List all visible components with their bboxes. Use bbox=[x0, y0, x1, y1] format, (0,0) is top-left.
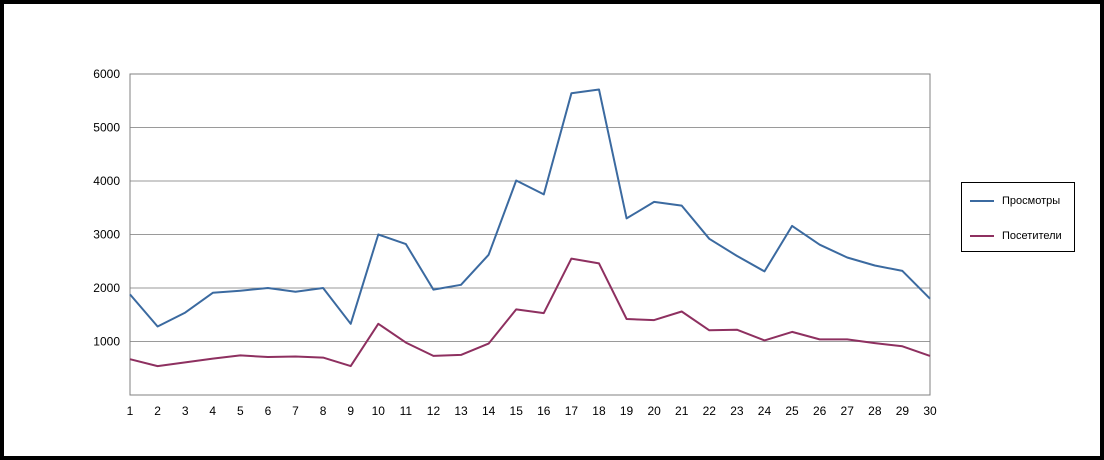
x-tick-label: 4 bbox=[209, 404, 216, 418]
x-axis-ticks: 1 2 3 4 5 6 7 8 9 10 11 12 13 14 15 16 17 18 19 20 21 22 23 24 2… bbox=[127, 404, 937, 418]
series-line-visitors bbox=[129, 257, 931, 368]
x-tick-label: 14 bbox=[482, 404, 496, 418]
x-tick-label: 7 bbox=[292, 404, 299, 418]
x-tick-label: 29 bbox=[896, 404, 910, 418]
legend: Просмотры Посетители bbox=[961, 182, 1075, 252]
x-tick-label: 1 bbox=[127, 404, 134, 418]
x-tick-label: 5 bbox=[237, 404, 244, 418]
x-tick-label: 18 bbox=[592, 404, 606, 418]
x-tick-label: 26 bbox=[813, 404, 827, 418]
legend-item-visitors: Посетители bbox=[970, 229, 1062, 243]
x-tick-label: 10 bbox=[372, 404, 386, 418]
x-tick-label: 2 bbox=[154, 404, 161, 418]
legend-swatch-views bbox=[970, 200, 994, 202]
x-tick-label: 28 bbox=[868, 404, 882, 418]
y-axis-ticks: 1000 2000 3000 4000 5000 6000 bbox=[93, 67, 120, 349]
x-tick-label: 13 bbox=[454, 404, 468, 418]
series-line-views bbox=[129, 88, 931, 328]
y-tick-label: 1000 bbox=[93, 335, 120, 349]
y-tick-label: 5000 bbox=[93, 121, 120, 135]
plot-area bbox=[129, 73, 931, 396]
x-tick-label: 19 bbox=[620, 404, 634, 418]
series-lines bbox=[129, 88, 931, 368]
x-tick-label: 17 bbox=[565, 404, 579, 418]
x-tick-label: 9 bbox=[347, 404, 354, 418]
x-tick-label: 3 bbox=[182, 404, 189, 418]
legend-swatch-visitors bbox=[970, 235, 994, 237]
x-tick-label: 22 bbox=[703, 404, 717, 418]
x-tick-label: 6 bbox=[265, 404, 272, 418]
x-tick-label: 24 bbox=[758, 404, 772, 418]
y-tick-label: 4000 bbox=[93, 174, 120, 188]
y-tick-label: 2000 bbox=[93, 281, 120, 295]
x-tick-label: 12 bbox=[427, 404, 441, 418]
y-tick-label: 3000 bbox=[93, 228, 120, 242]
x-tick-label: 16 bbox=[537, 404, 551, 418]
x-tick-label: 25 bbox=[785, 404, 799, 418]
y-tick-label: 6000 bbox=[93, 67, 120, 81]
legend-item-views: Просмотры bbox=[970, 194, 1060, 208]
x-tick-label: 15 bbox=[510, 404, 524, 418]
x-tick-label: 21 bbox=[675, 404, 689, 418]
gridlines bbox=[130, 73, 930, 342]
x-tick-label: 11 bbox=[400, 404, 413, 418]
legend-label-views: Просмотры bbox=[1002, 195, 1061, 207]
x-tick-label: 27 bbox=[841, 404, 855, 418]
x-tick-label: 20 bbox=[647, 404, 661, 418]
x-tick-label: 8 bbox=[320, 404, 327, 418]
x-tick-label: 23 bbox=[730, 404, 744, 418]
legend-label-visitors: Посетители bbox=[1002, 230, 1062, 242]
x-tick-label: 30 bbox=[923, 404, 937, 418]
